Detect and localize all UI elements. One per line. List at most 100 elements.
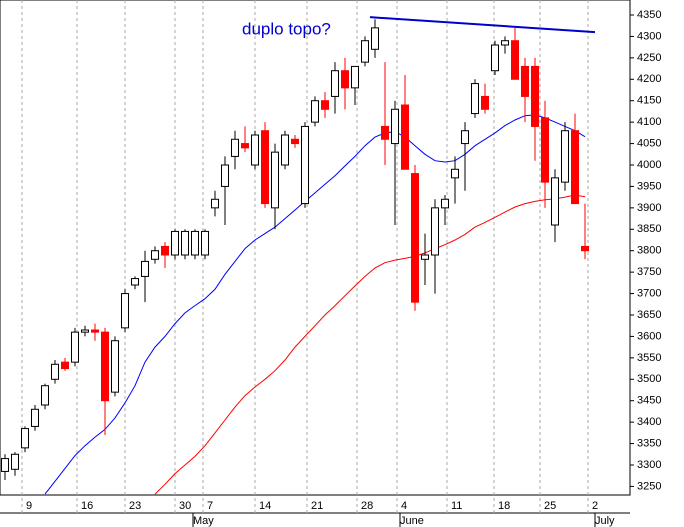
y-tick-label: 3900: [637, 202, 661, 214]
candle-body: [411, 173, 419, 303]
trendline: [369, 16, 596, 34]
candle-body: [581, 245, 589, 252]
y-tick-label: 3600: [637, 330, 661, 342]
x-tick-label: 28: [361, 500, 373, 512]
candle-body: [51, 363, 59, 380]
candle-body: [421, 254, 429, 260]
y-tick-label: 3750: [637, 266, 661, 278]
candle-body: [261, 130, 269, 205]
candle-body: [571, 130, 579, 205]
candle-body: [201, 230, 209, 256]
candle-body: [131, 278, 139, 286]
y-tick-label: 3700: [637, 287, 661, 299]
x-tick-label: 4: [401, 500, 407, 512]
y-tick-label: 3250: [637, 480, 661, 492]
candle-body: [401, 104, 409, 170]
month-label: July: [595, 515, 615, 527]
candle-body: [531, 65, 539, 127]
x-tick-label: 2: [592, 500, 598, 512]
candle-body: [521, 65, 529, 97]
y-tick-label: 4300: [637, 30, 661, 42]
candle-body: [241, 143, 249, 149]
x-tick-label: 11: [451, 500, 462, 512]
moving-average: [154, 194, 586, 495]
candle-body: [341, 70, 349, 89]
candle-body: [71, 331, 79, 363]
candle-body: [311, 100, 319, 123]
candle-body: [181, 230, 189, 256]
y-tick-label: 3650: [637, 309, 661, 321]
candle-body: [11, 453, 19, 470]
candle-body: [551, 177, 559, 226]
candle-body: [331, 70, 339, 97]
x-tick-label: 23: [129, 500, 141, 512]
y-tick-label: 3300: [637, 459, 661, 471]
candle-body: [121, 293, 129, 329]
candle-body: [271, 151, 279, 209]
candle-body: [1, 458, 9, 472]
candle-body: [351, 65, 359, 89]
x-tick-label: 18: [498, 500, 510, 512]
x-tick-label: 30: [179, 500, 191, 512]
y-tick-label: 4200: [637, 73, 661, 85]
candle-body: [231, 138, 239, 157]
candle-body: [151, 250, 159, 260]
candle-body: [321, 100, 329, 110]
candle-body: [561, 130, 569, 183]
candle-body: [381, 125, 389, 140]
y-tick-label: 4350: [637, 9, 661, 21]
candle-body: [171, 230, 179, 256]
candle-body: [491, 44, 499, 72]
candle-body: [141, 260, 149, 277]
candle-body: [471, 83, 479, 115]
candle-body: [61, 361, 69, 370]
candle-body: [91, 329, 99, 333]
month-label: May: [193, 515, 214, 527]
candle-body: [41, 385, 49, 406]
candle-body: [221, 164, 229, 187]
x-tick-label: 9: [26, 500, 32, 512]
candle-body: [161, 245, 169, 256]
x-tick-label: 7: [207, 500, 213, 512]
candle-body: [191, 230, 199, 256]
candle-body: [281, 134, 289, 166]
candle-body: [501, 40, 509, 46]
y-tick-label: 4050: [637, 137, 661, 149]
candle-body: [101, 331, 109, 402]
candle-body: [211, 198, 219, 209]
candle-body: [21, 428, 29, 449]
y-tick-label: 3400: [637, 416, 661, 428]
candle-body: [31, 408, 39, 427]
candle-body: [301, 125, 309, 205]
candle-body: [441, 198, 449, 209]
candle-body: [111, 340, 119, 393]
moving-average: [44, 114, 586, 495]
x-tick-label: 21: [311, 500, 323, 512]
y-tick-label: 4100: [637, 116, 661, 128]
y-tick-label: 4150: [637, 95, 661, 107]
candle-body: [361, 40, 369, 63]
candle-body: [541, 117, 549, 183]
y-tick-label: 3350: [637, 437, 661, 449]
x-tick-label: 25: [544, 500, 556, 512]
candle-body: [81, 329, 89, 333]
x-tick-label: 14: [259, 500, 271, 512]
y-tick-label: 4250: [637, 52, 661, 64]
candle-body: [511, 40, 519, 80]
candle-body: [481, 95, 489, 110]
annotation: duplo topo?: [242, 19, 331, 38]
y-tick-label: 3450: [637, 395, 661, 407]
candle-body: [291, 138, 299, 145]
x-tick-label: 16: [81, 500, 93, 512]
y-tick-label: 3950: [637, 180, 661, 192]
candle-body: [371, 27, 379, 50]
y-tick-label: 4000: [637, 159, 661, 171]
candle-body: [431, 207, 439, 256]
y-tick-label: 3550: [637, 352, 661, 364]
candle-body: [391, 108, 399, 145]
candle-body: [461, 130, 469, 145]
y-tick-label: 3500: [637, 373, 661, 385]
month-label: June: [400, 515, 424, 527]
candle-body: [251, 134, 259, 166]
